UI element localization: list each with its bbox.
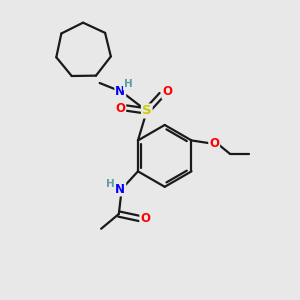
- Text: O: O: [115, 101, 125, 115]
- Text: S: S: [142, 104, 152, 118]
- Text: H: H: [106, 179, 115, 189]
- Text: N: N: [115, 85, 125, 98]
- Text: O: O: [209, 137, 219, 150]
- Text: O: O: [162, 85, 172, 98]
- Text: N: N: [115, 182, 125, 196]
- Text: H: H: [124, 80, 133, 89]
- Text: O: O: [140, 212, 150, 225]
